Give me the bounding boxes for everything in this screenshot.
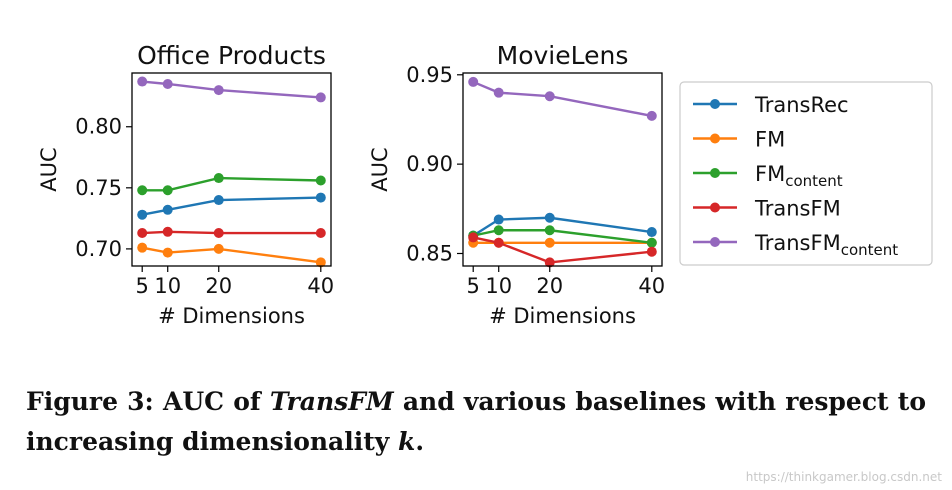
legend-label-main: TransFM [754, 231, 841, 255]
data-point [646, 246, 657, 257]
data-point [137, 185, 148, 196]
caption-emphasis: TransFM [269, 387, 394, 416]
series-line-4 [472, 236, 652, 264]
data-point [493, 87, 504, 98]
data-point [162, 185, 173, 196]
x-tick-label: 5 [467, 274, 480, 298]
watermark: https://thinkgamer.blog.csdn.net [745, 470, 942, 484]
series-line-5 [142, 80, 321, 99]
y-tick-label: 0.90 [406, 152, 453, 176]
data-point [315, 192, 326, 203]
x-axis-label: # Dimensions [489, 304, 636, 328]
data-point [213, 85, 224, 96]
data-point [468, 76, 479, 87]
x-tick-label: 20 [205, 274, 232, 298]
data-point [646, 227, 657, 238]
x-tick-label: 10 [485, 274, 512, 298]
data-point [493, 214, 504, 225]
data-point [213, 228, 224, 239]
data-point [162, 78, 173, 89]
x-axis-label: # Dimensions [158, 304, 305, 328]
legend-marker [710, 202, 720, 213]
data-point [137, 228, 148, 239]
caption-end: . [415, 427, 425, 456]
data-point [544, 237, 555, 248]
plot-frame [131, 72, 332, 267]
legend-label: FMcontent [755, 162, 843, 190]
y-tick-label: 0.85 [406, 241, 453, 265]
legend-label: TransFMcontent [754, 231, 898, 259]
y-axis-label: AUC [368, 147, 392, 191]
data-point [315, 257, 326, 268]
data-point [315, 228, 326, 239]
data-point [137, 76, 148, 87]
legend-label: TransFM [754, 197, 841, 221]
series-line-1 [141, 196, 321, 216]
data-point [315, 92, 326, 103]
legend-label-main: FM [755, 162, 785, 186]
series-line-3 [142, 176, 321, 192]
data-point [544, 91, 555, 102]
chart-office-products: Office Products 5 10 20 40 0.70 0.75 0.80 # Dime… [37, 41, 334, 328]
x-tick-label: 10 [154, 274, 181, 298]
series-line-4 [142, 230, 321, 235]
chart-movielens: MovieLens 5 10 20 40 0.85 0.90 0.95 # Dimensions… [368, 41, 665, 328]
legend-label-subscript: content [785, 172, 843, 190]
legend-box [679, 81, 933, 266]
legend-marker [710, 99, 720, 109]
data-point [544, 225, 555, 236]
data-point [493, 237, 504, 248]
legend-marker [710, 133, 720, 144]
legend-label: TransRec [754, 93, 849, 117]
series-line-1 [472, 216, 652, 237]
data-point [213, 173, 224, 184]
x-tick-label: 40 [638, 274, 665, 298]
legend-label-main: TransFM [754, 197, 841, 221]
x-tick-label: 5 [136, 274, 149, 298]
data-point [493, 225, 504, 236]
series-line-3 [472, 229, 652, 244]
chart-title: MovieLens [497, 41, 629, 70]
plot-frame [462, 72, 663, 267]
data-point [213, 243, 224, 254]
x-tick-label: 20 [536, 274, 563, 298]
series-line-2 [141, 246, 321, 264]
caption-suffix: and various baselines with respect to in… [26, 387, 926, 456]
caption-prefix: Figure 3: AUC of [26, 387, 270, 416]
data-point [162, 226, 173, 237]
data-point [646, 237, 657, 248]
series-line-5 [472, 80, 653, 118]
data-point [544, 212, 555, 223]
data-point [213, 195, 224, 206]
data-point [646, 110, 657, 121]
data-point [137, 242, 148, 253]
y-tick-label: 0.80 [75, 115, 122, 139]
x-tick-label: 40 [307, 274, 334, 298]
data-point [137, 209, 148, 220]
data-point [468, 232, 479, 243]
legend-label-subscript: content [841, 241, 899, 259]
data-point [544, 257, 555, 268]
data-point [162, 204, 173, 215]
chart-title: Office Products [137, 41, 326, 70]
legend-marker [710, 168, 720, 178]
caption-variable: k [398, 427, 416, 456]
data-point [162, 247, 173, 258]
legend-label: FM [755, 128, 785, 152]
figure-caption: Figure 3: AUC of TransFM and various bas… [26, 382, 926, 462]
y-tick-label: 0.75 [75, 176, 122, 200]
data-point [315, 175, 326, 186]
legend-label-main: FM [755, 128, 785, 152]
legend-label-main: TransRec [754, 93, 849, 117]
y-tick-label: 0.70 [75, 237, 122, 261]
y-tick-label: 0.95 [406, 63, 453, 87]
legend-marker [710, 237, 720, 247]
y-axis-label: AUC [37, 147, 61, 191]
